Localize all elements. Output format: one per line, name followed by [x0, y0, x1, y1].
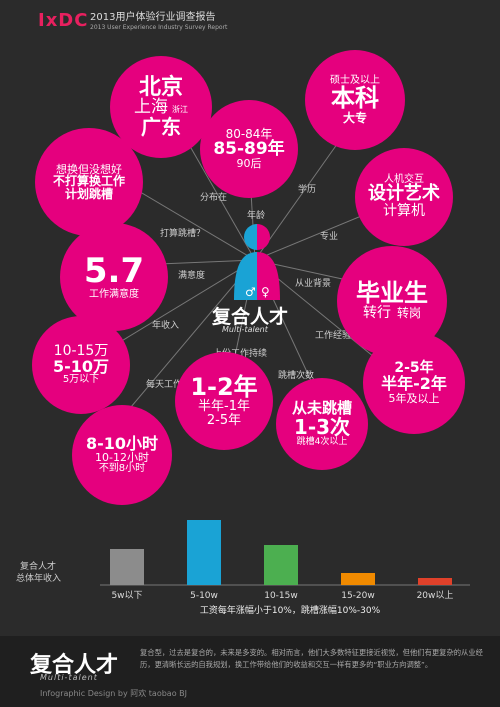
bubble-age: 80-84年 85-89年 90后	[200, 100, 298, 198]
bar-3	[341, 573, 375, 585]
x-axis-label: 工资每年涨幅小于10%，跳槽涨幅10%-30%	[200, 604, 381, 616]
tick-label-4: 20w以上	[417, 590, 454, 601]
center-title: 复合人才	[212, 306, 289, 328]
bubble-income: 10-15万 5-10万 5万以下	[32, 316, 130, 414]
bar-1	[187, 520, 221, 585]
bar-4	[418, 578, 452, 585]
label-daily-work: 每天工作	[146, 380, 183, 390]
label-hops: 跳槽次数	[278, 371, 315, 381]
label-experience: 工作经验	[315, 331, 352, 341]
label-distribution: 分布在	[200, 193, 228, 203]
label-job-hop-plan: 打算跳槽？	[160, 229, 206, 239]
chart-title-line2: 总体年收入	[16, 572, 61, 584]
tick-label-1: 5-10w	[190, 591, 218, 601]
bubble-major: 人机交互 设计艺术 计算机	[355, 148, 453, 246]
label-income: 年收入	[152, 321, 180, 331]
center-subtitle: Multi-talent	[222, 325, 268, 334]
ixdc-logo: IxDC	[38, 10, 89, 31]
footer-title: 复合人才	[30, 653, 119, 678]
bubble-satisfaction: 5.7 工作满意度	[60, 223, 168, 331]
bar-0	[110, 549, 144, 585]
svg-text:♂: ♂	[245, 285, 256, 299]
bubble-hops: 从未跳槽 1-3次 跳槽4次以上	[276, 378, 368, 470]
label-education: 学历	[298, 185, 317, 195]
chart-title: 复合人才	[20, 560, 56, 572]
bubble-last-job: 1-2年 半年-1年 2-5年	[175, 352, 273, 450]
footer-band	[0, 636, 500, 707]
report-subtitle: 2013 User Experience Industry Survey Rep…	[90, 24, 228, 31]
label-background: 从业背景	[295, 279, 332, 289]
tick-label-0: 5w以下	[111, 591, 142, 601]
label-satisfaction: 满意度	[178, 271, 206, 281]
bubble-education: 硕士及以上 本科 大专	[305, 50, 405, 150]
bubble-daily-work: 8-10小时 10-12小时 不到8小时	[72, 405, 172, 505]
footer-subtitle: Multi-talent	[40, 673, 98, 682]
tick-label-2: 10-15w	[264, 591, 298, 601]
design-credit: Infographic Design by 阿欢 taobao BJ	[40, 689, 187, 698]
svg-text:♀: ♀	[261, 285, 270, 299]
label-major: 专业	[320, 232, 339, 242]
bubble-hop-plan: 想换但没想好 不打算换工作 计划跳槽	[35, 128, 143, 236]
footer-description: 复合型，过去是复合的，未来是多变的。相对而言，他们大多数特征更接近视觉，但他们有…	[140, 648, 483, 669]
tick-label-3: 15-20w	[341, 591, 375, 601]
report-title: 2013用户体验行业调查报告	[90, 12, 216, 23]
bubble-experience: 2-5年 半年-2年 5年及以上	[363, 332, 465, 434]
label-age: 年龄	[247, 211, 266, 221]
multi-talent-figure-icon: ♂ ♀	[234, 224, 280, 300]
income-chart: 复合人才 总体年收入 5w以下 5-10w 10-15w 15-20w 20w以上工资每年涨…	[0, 505, 500, 620]
bar-2	[264, 545, 298, 585]
bubble-location: 北京 上海 浙江 广东	[110, 56, 212, 158]
